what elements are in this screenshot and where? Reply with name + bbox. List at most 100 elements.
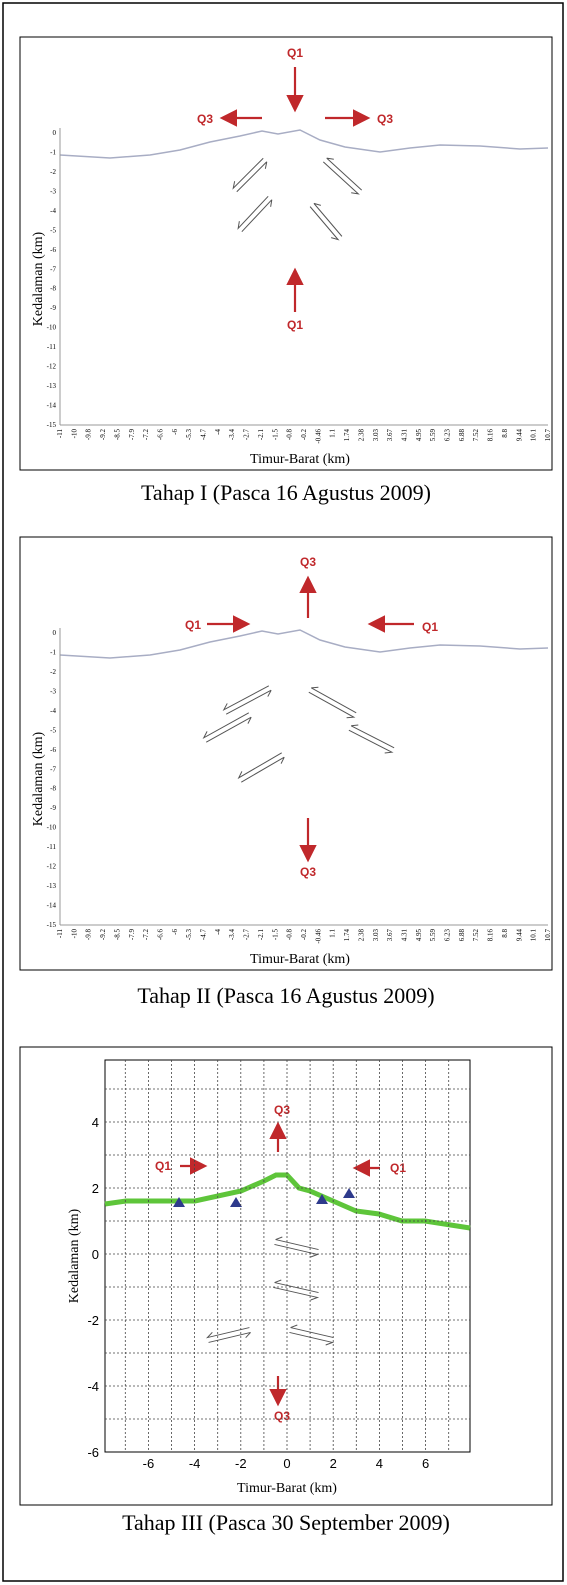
x-tick-label: -0.8 <box>286 429 294 441</box>
y-tick-label: 4 <box>92 1115 99 1130</box>
stress-label: Q1 <box>185 618 201 632</box>
caption: Tahap III (Pasca 30 September 2009) <box>122 1510 450 1535</box>
x-tick-label: -5.3 <box>185 429 193 441</box>
x-tick-label: -2.7 <box>243 929 251 941</box>
x-tick-label: -11 <box>56 429 64 439</box>
x-tick-label: -7.2 <box>142 429 150 441</box>
x-tick-label: 9.44 <box>515 429 523 442</box>
x-tick-label: -4.7 <box>200 429 208 441</box>
x-tick-label: -2.1 <box>257 929 265 941</box>
fault-symbol <box>348 724 395 754</box>
stress-label: Q1 <box>422 620 438 634</box>
x-tick-label: 1.1 <box>329 929 337 938</box>
y-tick-label: -2 <box>50 668 56 676</box>
x-tick-label: 10.7 <box>544 929 552 942</box>
fault-symbol <box>274 1236 320 1258</box>
x-tick-label: -8.5 <box>113 429 121 441</box>
x-tick-label: -0.46 <box>314 929 322 944</box>
fault-symbol <box>205 1327 251 1343</box>
x-tick-label: -10 <box>70 929 78 939</box>
y-tick-label: -12 <box>47 363 57 371</box>
x-tick-label: 1.74 <box>343 429 351 442</box>
x-tick-label: -0.8 <box>286 929 294 941</box>
y-tick-label: -4 <box>50 707 56 715</box>
panel: Kedalaman (km) Timur-Barat (km) Q1 Q3 Q3… <box>19 36 553 505</box>
y-tick-label: -4 <box>50 207 56 215</box>
x-tick-label: -4.7 <box>200 929 208 941</box>
fault-symbol <box>202 712 252 743</box>
y-tick-label: -14 <box>47 902 57 910</box>
fault-symbol <box>289 1324 335 1346</box>
fault-symbol <box>237 195 273 233</box>
y-tick-label: -1 <box>50 648 56 656</box>
panel: Kedalaman (km) Timur-Barat (km) Q3 Q1 Q1… <box>19 536 553 1008</box>
y-tick-label: -6 <box>87 1445 99 1460</box>
x-tick-label: -8.5 <box>113 929 121 941</box>
y-tick-label: -6 <box>50 246 56 254</box>
y-tick-label: -4 <box>87 1379 99 1394</box>
x-tick-label: 4.31 <box>400 429 408 442</box>
x-tick-label: -7.2 <box>142 929 150 941</box>
stress-label: Q1 <box>155 1159 171 1173</box>
x-tick-label: -7.9 <box>128 929 136 941</box>
x-tick-label: -1.5 <box>271 929 279 941</box>
y-tick-label: -15 <box>47 421 57 429</box>
x-tick-label: -0.46 <box>314 429 322 444</box>
x-tick-label: 4.31 <box>400 929 408 942</box>
y-tick-label: -6 <box>50 746 56 754</box>
y-tick-label: 0 <box>92 1247 99 1262</box>
x-tick-label: -4 <box>214 929 222 935</box>
fault-symbol <box>309 202 343 241</box>
x-tick-label: 4.95 <box>415 929 423 942</box>
y-tick-label: -3 <box>50 187 56 195</box>
y-tick-label: -9 <box>50 804 56 812</box>
fault-symbol <box>308 686 357 719</box>
stress-label: Q3 <box>274 1409 290 1423</box>
x-tick-label: -0.2 <box>300 929 308 941</box>
stress-label: Q1 <box>287 46 303 60</box>
fault-symbol <box>273 1279 320 1301</box>
x-tick-label: 6.88 <box>458 429 466 442</box>
x-axis-label: Timur-Barat (km) <box>237 1481 337 1496</box>
y-tick-label: -14 <box>47 402 57 410</box>
y-tick-label: -3 <box>50 687 56 695</box>
y-tick-label: 2 <box>92 1181 99 1196</box>
plot-frame <box>104 1059 471 1453</box>
x-tick-label: -6 <box>171 929 179 935</box>
x-tick-label: 8.8 <box>501 429 509 438</box>
panel-border <box>19 536 553 971</box>
fault-symbol <box>232 157 268 193</box>
panel-border <box>19 1046 553 1506</box>
fault-symbol <box>322 157 363 195</box>
x-tick-label: 10.7 <box>544 429 552 442</box>
y-tick-label: -5 <box>50 726 56 734</box>
y-tick-label: -13 <box>47 382 57 390</box>
x-tick-label: 10.1 <box>530 429 538 442</box>
x-tick-label: 8.16 <box>487 429 495 442</box>
x-tick-label: -6.6 <box>156 929 164 941</box>
y-tick-label: -2 <box>87 1313 99 1328</box>
y-tick-label: -9 <box>50 304 56 312</box>
x-tick-label: 6.88 <box>458 929 466 942</box>
x-tick-label: 6 <box>422 1456 429 1471</box>
x-tick-label: -9.8 <box>85 929 93 941</box>
x-tick-label: 5.59 <box>429 929 437 942</box>
x-tick-label: 8.16 <box>487 929 495 942</box>
y-tick-label: -5 <box>50 226 56 234</box>
stress-label: Q3 <box>197 112 213 126</box>
profile-line <box>59 129 549 159</box>
stress-label: Q1 <box>287 318 303 332</box>
y-tick-label: -13 <box>47 882 57 890</box>
x-tick-label: -3.4 <box>228 429 236 441</box>
x-tick-label: -5.3 <box>185 929 193 941</box>
x-tick-label: 1.74 <box>343 929 351 942</box>
profile-line <box>59 629 549 659</box>
y-tick-label: -7 <box>50 765 56 773</box>
y-tick-label: -7 <box>50 265 56 273</box>
y-tick-label: -8 <box>50 285 56 293</box>
x-tick-label: -6 <box>171 429 179 435</box>
y-tick-label: -12 <box>47 863 57 871</box>
x-tick-label: 4.95 <box>415 429 423 442</box>
x-tick-label: -1.5 <box>271 429 279 441</box>
